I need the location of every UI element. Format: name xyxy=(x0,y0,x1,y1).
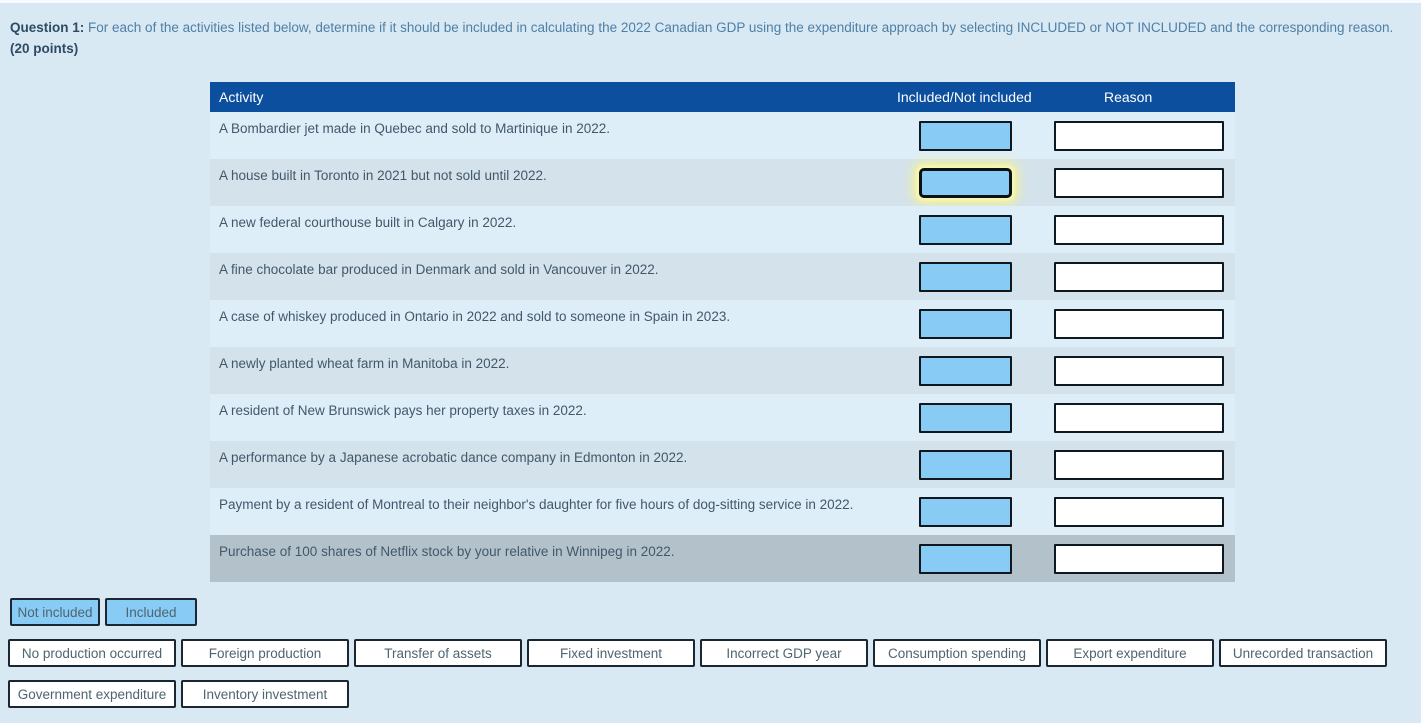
activity-text: A Bombardier jet made in Quebec and sold… xyxy=(219,121,610,136)
activity-text: A resident of New Brunswick pays her pro… xyxy=(219,403,587,418)
gdp-activities-table: Activity Included/Not included Reason A … xyxy=(210,82,1235,582)
column-header-activity: Activity xyxy=(219,89,264,105)
question-label: Question 1: xyxy=(10,20,85,35)
table-row: A newly planted wheat farm in Manitoba i… xyxy=(210,347,1235,394)
page-top-strip xyxy=(0,0,1421,3)
choice-chip-reason[interactable]: Fixed investment xyxy=(527,639,695,667)
reason-dropzone[interactable] xyxy=(1054,262,1224,292)
reason-dropzone[interactable] xyxy=(1054,215,1224,245)
choice-chip-reason[interactable]: Unrecorded transaction xyxy=(1219,639,1387,667)
choice-chip-reason[interactable]: Government expenditure xyxy=(8,680,176,708)
activity-text: Payment by a resident of Montreal to the… xyxy=(219,497,854,512)
reason-dropzone[interactable] xyxy=(1054,168,1224,198)
choice-chip-reason[interactable]: Export expenditure xyxy=(1046,639,1214,667)
included-dropzone[interactable] xyxy=(919,497,1012,527)
reason-choice-chips-row2: Government expenditure Inventory investme… xyxy=(8,680,349,708)
table-row: A house built in Toronto in 2021 but not… xyxy=(210,159,1235,206)
included-dropzone[interactable] xyxy=(919,403,1012,433)
choice-chip-reason[interactable]: No production occurred xyxy=(8,639,176,667)
activity-text: Purchase of 100 shares of Netflix stock … xyxy=(219,544,675,559)
column-header-included: Included/Not included xyxy=(897,89,1032,105)
table-row: A case of whiskey produced in Ontario in… xyxy=(210,300,1235,347)
table-row: Payment by a resident of Montreal to the… xyxy=(210,488,1235,535)
table-row: A resident of New Brunswick pays her pro… xyxy=(210,394,1235,441)
question-points: (20 points) xyxy=(10,41,79,56)
table-header-row: Activity Included/Not included Reason xyxy=(210,82,1235,112)
column-header-reason: Reason xyxy=(1104,89,1153,105)
reason-choice-chips-row1: No production occurred Foreign production… xyxy=(8,639,1387,667)
reason-dropzone[interactable] xyxy=(1054,121,1224,151)
reason-dropzone[interactable] xyxy=(1054,497,1224,527)
table-body: A Bombardier jet made in Quebec and sold… xyxy=(210,112,1235,582)
included-choice-chips: Not included Included xyxy=(10,598,197,626)
included-dropzone[interactable] xyxy=(919,544,1012,574)
choice-chip-reason[interactable]: Inventory investment xyxy=(181,680,349,708)
choice-chip-reason[interactable]: Foreign production xyxy=(181,639,349,667)
choice-chip-reason[interactable]: Incorrect GDP year xyxy=(700,639,868,667)
activity-text: A case of whiskey produced in Ontario in… xyxy=(219,309,731,324)
activity-text: A performance by a Japanese acrobatic da… xyxy=(219,450,688,465)
activity-text: A new federal courthouse built in Calgar… xyxy=(219,215,517,230)
included-dropzone[interactable] xyxy=(919,215,1012,245)
choice-chip-included[interactable]: Not included xyxy=(10,598,100,626)
included-dropzone[interactable] xyxy=(919,121,1012,151)
included-dropzone[interactable] xyxy=(919,309,1012,339)
choice-chip-reason[interactable]: Consumption spending xyxy=(873,639,1041,667)
reason-dropzone[interactable] xyxy=(1054,544,1224,574)
table-row: Purchase of 100 shares of Netflix stock … xyxy=(210,535,1235,582)
question-block: Question 1: For each of the activities l… xyxy=(10,17,1415,59)
included-dropzone[interactable] xyxy=(919,168,1012,198)
table-row: A Bombardier jet made in Quebec and sold… xyxy=(210,112,1235,159)
included-dropzone[interactable] xyxy=(919,450,1012,480)
activity-text: A newly planted wheat farm in Manitoba i… xyxy=(219,356,510,371)
choice-chip-included[interactable]: Included xyxy=(105,598,197,626)
included-dropzone[interactable] xyxy=(919,262,1012,292)
reason-dropzone[interactable] xyxy=(1054,403,1224,433)
activity-text: A house built in Toronto in 2021 but not… xyxy=(219,168,547,183)
reason-dropzone[interactable] xyxy=(1054,356,1224,386)
choice-chip-reason[interactable]: Transfer of assets xyxy=(354,639,522,667)
reason-dropzone[interactable] xyxy=(1054,309,1224,339)
question-text: For each of the activities listed below,… xyxy=(88,20,1394,35)
table-row: A fine chocolate bar produced in Denmark… xyxy=(210,253,1235,300)
included-dropzone[interactable] xyxy=(919,356,1012,386)
table-row: A new federal courthouse built in Calgar… xyxy=(210,206,1235,253)
reason-dropzone[interactable] xyxy=(1054,450,1224,480)
table-row: A performance by a Japanese acrobatic da… xyxy=(210,441,1235,488)
activity-text: A fine chocolate bar produced in Denmark… xyxy=(219,262,659,277)
